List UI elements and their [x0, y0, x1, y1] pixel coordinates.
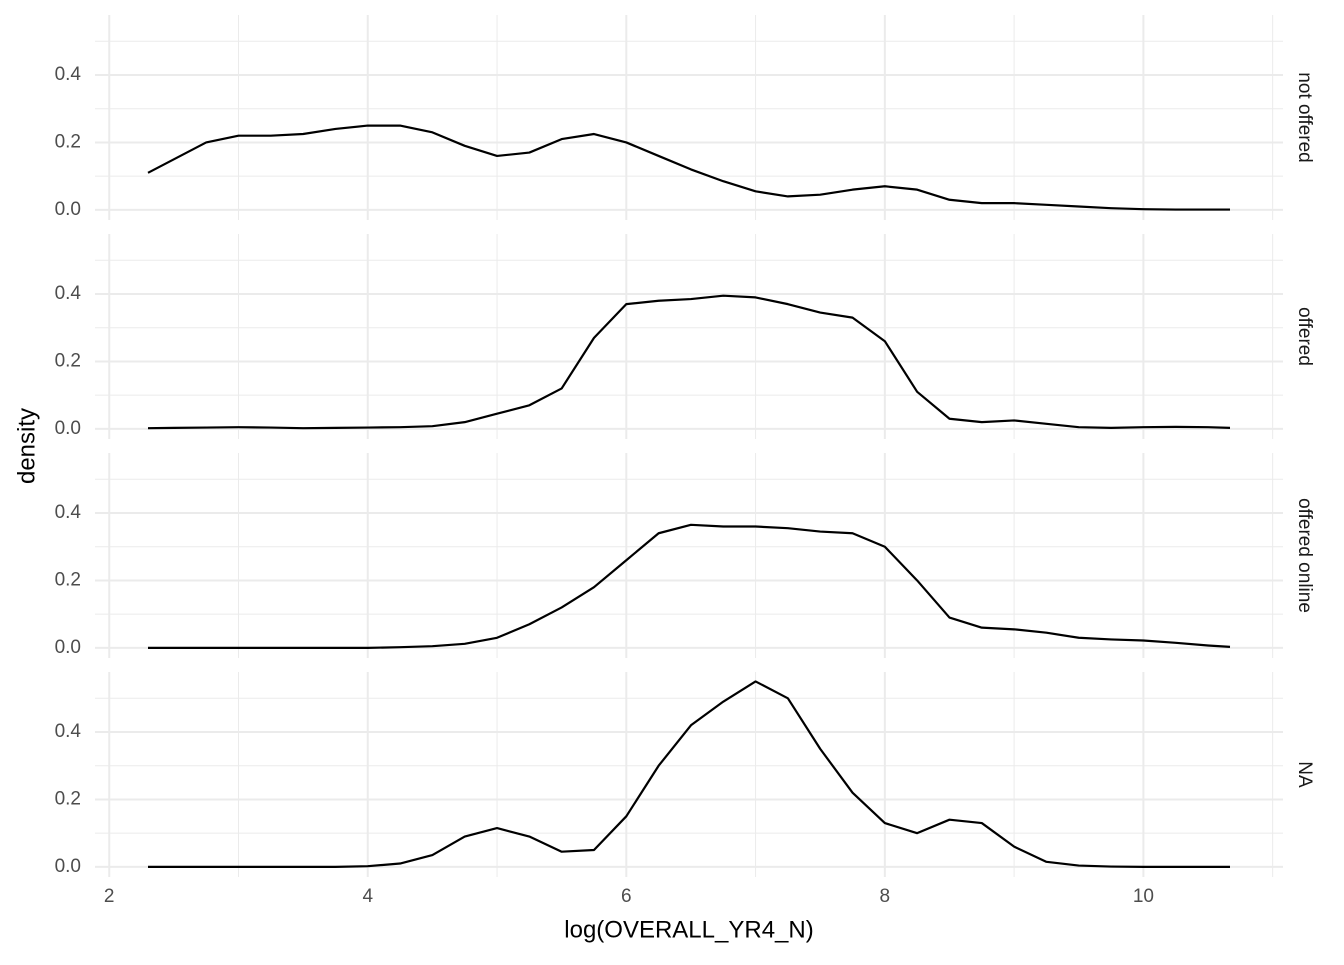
x-tick-label: 10 — [1133, 886, 1154, 907]
y-tick-label: 0.0 — [55, 418, 81, 439]
y-tick-label: 0.2 — [55, 350, 81, 371]
y-tick-label: 0.2 — [55, 788, 81, 809]
density-line — [147, 294, 1231, 430]
facet-strip-label: not offered — [1294, 72, 1315, 163]
x-tick-label: 4 — [362, 886, 373, 907]
density-line — [148, 680, 1230, 868]
y-tick-label: 0.0 — [55, 637, 81, 658]
y-tick-label: 0.0 — [55, 199, 81, 220]
y-tick-label: 0.4 — [55, 64, 82, 85]
y-tick-label: 0.4 — [55, 721, 82, 742]
y-tick-label: 0.2 — [55, 569, 81, 590]
facet-strip-label: offered — [1294, 307, 1315, 366]
x-tick-label: 8 — [880, 886, 891, 907]
density-line — [147, 124, 1230, 211]
x-tick-label: 6 — [621, 886, 632, 907]
facet-strip-label: offered online — [1294, 498, 1315, 613]
x-tick-label: 2 — [104, 886, 115, 907]
y-tick-label: 0.4 — [55, 283, 82, 304]
y-tick-label: 0.2 — [55, 131, 81, 152]
y-tick-label: 0.4 — [55, 502, 82, 523]
facet-strip-label: NA — [1294, 761, 1315, 788]
y-tick-label: 0.0 — [55, 856, 81, 877]
density-line — [148, 523, 1231, 649]
y-axis-title: density — [13, 408, 40, 484]
x-axis-title: log(OVERALL_YR4_N) — [564, 916, 813, 943]
